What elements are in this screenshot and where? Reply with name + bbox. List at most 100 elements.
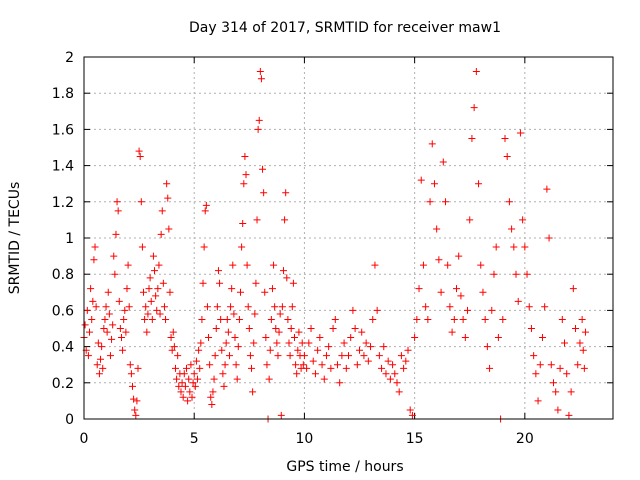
data-point [395, 388, 403, 396]
data-point [104, 288, 112, 296]
data-point [170, 343, 178, 351]
data-point [181, 382, 189, 390]
data-point [446, 303, 454, 311]
data-point [130, 395, 138, 403]
data-point [266, 346, 274, 354]
data-point [203, 303, 211, 311]
data-point [288, 303, 296, 311]
data-point [238, 243, 246, 251]
data-point [145, 285, 153, 293]
x-tick-label: 5 [190, 431, 199, 447]
data-point [408, 411, 416, 419]
data-point [209, 388, 217, 396]
data-point [119, 346, 127, 354]
data-point [554, 406, 562, 414]
data-point [87, 285, 95, 293]
data-point [199, 279, 207, 287]
data-point [545, 234, 553, 242]
data-point [239, 220, 247, 228]
data-point [94, 339, 102, 347]
data-point [336, 379, 344, 387]
data-point [530, 352, 538, 360]
y-tick-label: 0.8 [52, 267, 74, 283]
data-point [216, 279, 224, 287]
data-point [567, 388, 575, 396]
data-point [298, 339, 306, 347]
data-point [235, 315, 243, 323]
data-point [166, 288, 174, 296]
data-point [483, 343, 491, 351]
data-point [259, 165, 267, 173]
data-point [536, 361, 544, 369]
data-point [322, 352, 330, 360]
data-point [453, 285, 461, 293]
data-point [371, 261, 379, 269]
data-point [173, 375, 181, 383]
data-point [347, 334, 355, 342]
data-point [83, 306, 91, 314]
data-point [191, 382, 199, 390]
data-point [318, 361, 326, 369]
data-point [345, 352, 352, 360]
data-point [356, 346, 364, 354]
data-point [143, 328, 151, 336]
y-tick-label: 2 [65, 50, 74, 66]
data-point [277, 411, 285, 419]
data-point [142, 303, 150, 311]
data-point [547, 361, 555, 369]
data-point [574, 361, 582, 369]
data-point [125, 303, 133, 311]
data-point [516, 129, 524, 137]
y-tick-label: 0 [65, 412, 74, 428]
data-point [121, 306, 129, 314]
data-point [231, 334, 239, 342]
data-point [380, 343, 388, 351]
data-point [154, 285, 162, 293]
data-point [200, 243, 208, 251]
data-point [188, 393, 196, 401]
y-tick-label: 0.4 [52, 340, 74, 356]
data-point [213, 303, 221, 311]
data-point [561, 339, 569, 347]
data-point [538, 334, 546, 342]
data-point [444, 261, 452, 269]
plot-frame [83, 56, 614, 420]
data-point [508, 225, 516, 233]
data-point [382, 370, 390, 378]
data-point [99, 364, 107, 372]
data-point [284, 315, 292, 323]
data-point [251, 310, 259, 318]
data-point [422, 303, 430, 311]
data-point [189, 379, 197, 387]
data-point [327, 364, 335, 372]
data-point [113, 198, 121, 206]
data-point [450, 315, 458, 323]
data-point [413, 315, 421, 323]
data-point [397, 352, 405, 360]
data-point [393, 379, 401, 387]
data-point [523, 270, 531, 278]
data-point [218, 346, 226, 354]
data-point [134, 364, 142, 372]
data-point [180, 370, 188, 378]
data-point [287, 325, 295, 332]
data-point [362, 339, 370, 347]
data-point [435, 256, 443, 264]
data-point [461, 334, 469, 342]
data-point [475, 180, 483, 188]
data-point [162, 315, 170, 323]
data-point [101, 315, 109, 323]
data-point [225, 352, 233, 360]
data-point [122, 328, 130, 336]
data-point [289, 279, 297, 287]
y-tick-label: 1.8 [52, 86, 74, 102]
data-point [230, 310, 238, 318]
data-point [303, 364, 311, 372]
data-point [501, 134, 509, 142]
data-point [242, 171, 250, 179]
data-point [439, 158, 447, 166]
data-point [417, 176, 425, 184]
data-point [320, 375, 328, 383]
data-point [364, 357, 372, 365]
